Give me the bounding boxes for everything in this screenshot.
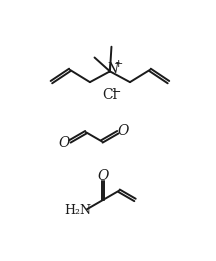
Text: −: − — [112, 87, 122, 97]
Text: Cl: Cl — [102, 88, 118, 102]
Text: +: + — [114, 60, 123, 69]
Text: O: O — [118, 124, 129, 138]
Text: O: O — [59, 136, 70, 150]
Text: N: N — [106, 62, 118, 76]
Text: O: O — [97, 169, 109, 183]
Text: H₂N: H₂N — [64, 204, 91, 217]
